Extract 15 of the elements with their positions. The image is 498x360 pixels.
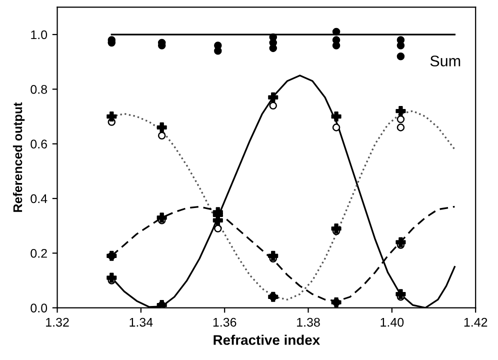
y-tick-label: 0.0 xyxy=(30,304,48,312)
y-axis-title: Referenced output xyxy=(12,102,25,212)
y-tick-label: 0.6 xyxy=(30,140,47,148)
y-tick-label: 0.2 xyxy=(30,248,47,258)
x-axis-title: Refractive index xyxy=(214,334,320,345)
y-tick-label: 1.0 xyxy=(31,30,48,40)
x-tick-label: 1.36 xyxy=(213,318,236,327)
y-tick-label: 0.8 xyxy=(30,84,48,94)
x-tick-label: 1.32 xyxy=(46,318,69,327)
x-tick-label: 1.34 xyxy=(130,318,153,327)
series-label: Sum xyxy=(430,56,460,66)
x-tick-label: 1.42 xyxy=(464,318,488,327)
y-tick-label: 0.4 xyxy=(30,194,48,204)
x-tick-label: 1.38 xyxy=(297,318,320,327)
x-tick-label: 1.40 xyxy=(380,318,404,327)
